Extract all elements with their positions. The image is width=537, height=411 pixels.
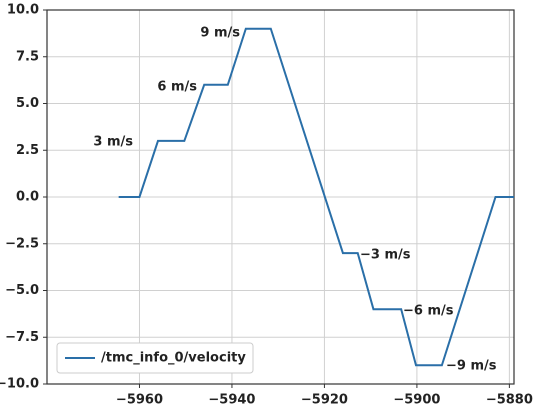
y-tick-label: 5.0: [16, 96, 39, 111]
annotation: −6 m/s: [403, 304, 454, 319]
line-series: [118, 27, 514, 367]
y-tick-label: −2.5: [5, 236, 39, 251]
y-tick-label: 10.0: [7, 3, 39, 18]
y-tick-label: 2.5: [16, 143, 39, 158]
annotation: 3 m/s: [93, 135, 133, 150]
y-tick-label: −5.0: [5, 283, 39, 298]
annotation: −3 m/s: [360, 248, 411, 263]
x-tick-label: −5880: [486, 393, 533, 408]
legend-label: /tmc_info_0/velocity: [101, 351, 246, 366]
x-tick-label: −5960: [116, 393, 163, 408]
y-tick-label: 7.5: [16, 49, 39, 64]
annotation: 6 m/s: [157, 80, 197, 95]
y-tick-label: −10.0: [0, 377, 39, 392]
x-tick-label: −5940: [208, 393, 255, 408]
x-tick-label: −5900: [393, 393, 440, 408]
x-tick-label: −5920: [301, 393, 348, 408]
y-tick-label: −7.5: [5, 330, 39, 345]
y-tick-label: 0.0: [16, 190, 39, 205]
annotation: 9 m/s: [200, 26, 240, 41]
legend: /tmc_info_0/velocity: [56, 342, 254, 374]
annotation: −9 m/s: [446, 359, 497, 374]
legend-box: [56, 342, 254, 374]
